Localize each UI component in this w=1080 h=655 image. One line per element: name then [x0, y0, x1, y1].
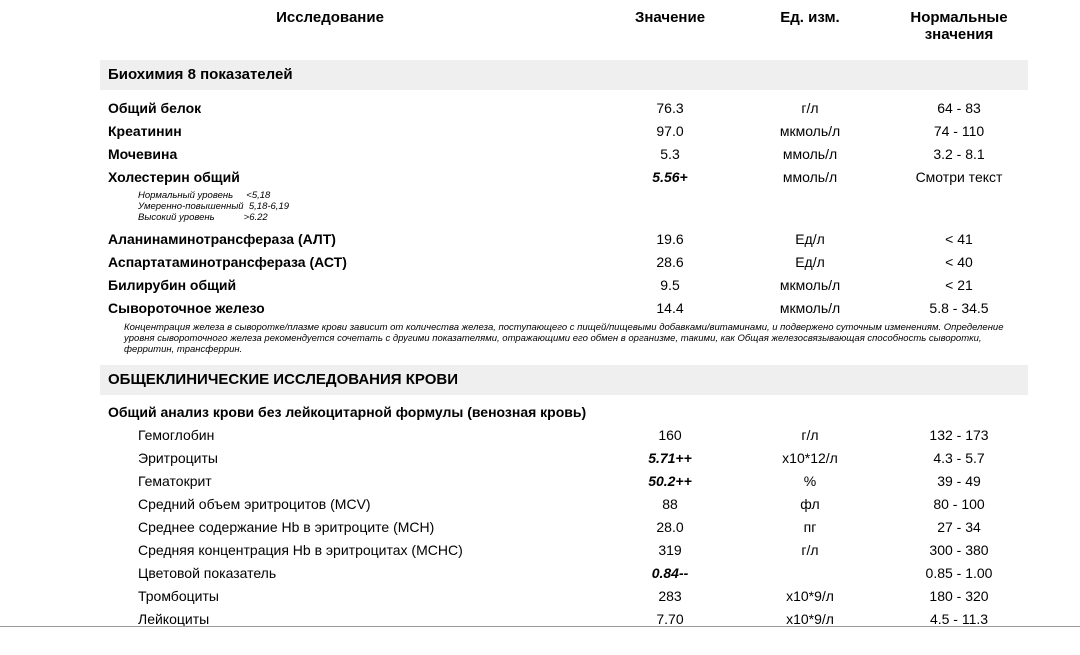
test-unit: Ед/л [795, 253, 825, 270]
table-row: Аланинаминотрансфераза (АЛТ) 19.6 Ед/л < 41 [100, 227, 1028, 250]
header-value: Значение [634, 9, 706, 26]
test-name: Гемоглобин [138, 426, 215, 443]
lab-results: Исследование Значение Ед. изм. Нормальны… [100, 0, 1028, 630]
test-value: 88 [662, 495, 678, 512]
test-norm: 0.85 - 1.00 [925, 564, 993, 581]
table-row: Средний объем эритроцитов (MCV) 88 фл 80 - … [100, 492, 1028, 515]
test-name: Аспартатаминотрансфераза (АСТ) [108, 253, 347, 270]
test-name: Мочевина [108, 145, 178, 162]
test-name: Сывороточное железо [108, 299, 265, 316]
bottom-divider [0, 626, 1080, 627]
test-norm: 4.5 - 11.3 [929, 610, 989, 627]
test-norm: 300 - 380 [929, 541, 989, 558]
test-name: Общий белок [108, 99, 202, 116]
table-row: Креатинин 97.0 мкмоль/л 74 - 110 [100, 119, 1028, 142]
test-value: 28.6 [656, 253, 684, 270]
test-value: 50.2++ [648, 472, 692, 489]
test-norm: 180 - 320 [929, 587, 989, 604]
test-unit: пг [803, 518, 817, 535]
test-unit: мкмоль/л [779, 122, 841, 139]
test-unit: г/л [801, 541, 819, 558]
test-value: 7.70 [656, 610, 684, 627]
test-value: 97.0 [656, 122, 684, 139]
test-unit: ммоль/л [782, 168, 838, 185]
test-name: Билирубин общий [108, 276, 237, 293]
test-name: Цветовой показатель [138, 564, 277, 581]
test-value: 9.5 [660, 276, 680, 293]
table-row: Общий белок 76.3 г/л 64 - 83 [100, 96, 1028, 119]
table-row: Аспартатаминотрансфераза (АСТ) 28.6 Ед/л < … [100, 250, 1028, 273]
test-norm: 39 - 49 [937, 472, 981, 489]
test-value: 5.71++ [648, 449, 692, 466]
test-norm: 64 - 83 [937, 99, 981, 116]
test-value: 0.84-- [651, 564, 689, 581]
table-row: Гематокрит 50.2++% 39 - 49 [100, 469, 1028, 492]
table-row: Тромбоциты 283 x10*9/л 180 - 320 [100, 584, 1028, 607]
test-norm: < 40 [945, 253, 973, 270]
table-row: Среднее содержание Hb в эритроците (MCH)… [100, 515, 1028, 538]
test-name: Среднее содержание Hb в эритроците (MCH) [138, 518, 435, 535]
cholesterol-note: Нормальный уровень <5,18 Умеренно-повышен… [100, 188, 1028, 227]
table-row: Лейкоциты 7.70 x10*9/л 4.5 - 11.3 [100, 607, 1028, 630]
test-value: 283 [658, 587, 682, 604]
header-unit: Ед. изм. [780, 9, 840, 26]
test-name: Средняя концентрация Hb в эритроцитах (M… [138, 541, 463, 558]
iron-note: Концентрация железа в сыворотке/плазме к… [124, 322, 1004, 355]
test-norm: Смотри текст [915, 168, 1003, 185]
test-norm: 27 - 34 [937, 518, 981, 535]
test-norm: 80 - 100 [933, 495, 985, 512]
note-line: Нормальный уровень <5,18 [138, 190, 271, 201]
test-norm: 132 - 173 [929, 426, 989, 443]
test-norm: 3.2 - 8.1 [933, 145, 985, 162]
test-value: 76.3 [656, 99, 684, 116]
test-value: 5.56+ [652, 168, 688, 185]
test-unit: ммоль/л [782, 145, 838, 162]
test-name: Лейкоциты [138, 610, 210, 627]
test-name: Тромбоциты [138, 587, 219, 604]
table-row: Холестерин общий 5.56+ ммоль/л Смотри текст [100, 165, 1028, 188]
table-row: Цветовой показатель 0.84-- 0.85 - 1.00 [100, 561, 1028, 584]
test-unit: мкмоль/л [779, 276, 841, 293]
test-unit: x10*9/л [786, 610, 834, 627]
header-norm: Нормальные значения [910, 9, 1008, 43]
test-unit: г/л [801, 99, 819, 116]
section-title: ОБЩЕКЛИНИЧЕСКИЕ ИССЛЕДОВАНИЯ КРОВИ [100, 365, 1028, 395]
test-name: Гематокрит [138, 472, 212, 489]
test-name: Эритроциты [138, 449, 218, 466]
section-title: Биохимия 8 показателей [100, 60, 1028, 90]
test-name: Аланинаминотрансфераза (АЛТ) [108, 230, 336, 247]
test-value: 160 [658, 426, 682, 443]
test-unit: г/л [801, 426, 819, 443]
test-unit: x10*9/л [786, 587, 834, 604]
test-norm: 5.8 - 34.5 [929, 299, 989, 316]
test-value: 28.0 [656, 518, 684, 535]
table-row: Билирубин общий 9.5 мкмоль/л < 21 [100, 273, 1028, 296]
test-unit: фл [800, 495, 820, 512]
test-value: 14.4 [656, 299, 684, 316]
test-unit: мкмоль/л [779, 299, 841, 316]
note-line: Высокий уровень >6.22 [138, 212, 268, 223]
test-norm: 4.3 - 5.7 [933, 449, 985, 466]
table-row: Мочевина 5.3 ммоль/л 3.2 - 8.1 [100, 142, 1028, 165]
section-subtitle: Общий анализ крови без лейкоцитарной фор… [108, 404, 587, 420]
test-value: 5.3 [660, 145, 680, 162]
test-name: Средний объем эритроцитов (MCV) [138, 495, 371, 512]
test-unit: % [803, 472, 817, 489]
test-value: 19.6 [656, 230, 684, 247]
note-line: Умеренно-повышенный 5,18-6,19 [138, 201, 290, 212]
table-row: Гемоглобин 160 г/л 132 - 173 [100, 423, 1028, 446]
test-unit: x10*12/л [782, 449, 838, 466]
table-row: Эритроциты 5.71++ x10*12/л 4.3 - 5.7 [100, 446, 1028, 469]
table-row: Сывороточное железо 14.4 мкмоль/л 5.8 - 34.… [100, 296, 1028, 319]
test-name: Холестерин общий [108, 168, 240, 185]
test-value: 319 [658, 541, 682, 558]
header-study: Исследование [276, 9, 384, 26]
test-unit: Ед/л [795, 230, 825, 247]
table-header: Исследование Значение Ед. изм. Нормальны… [100, 0, 1028, 56]
test-name: Креатинин [108, 122, 182, 139]
test-norm: < 21 [945, 276, 973, 293]
table-row: Средняя концентрация Hb в эритроцитах (M… [100, 538, 1028, 561]
test-norm: 74 - 110 [933, 122, 985, 139]
test-norm: < 41 [945, 230, 973, 247]
